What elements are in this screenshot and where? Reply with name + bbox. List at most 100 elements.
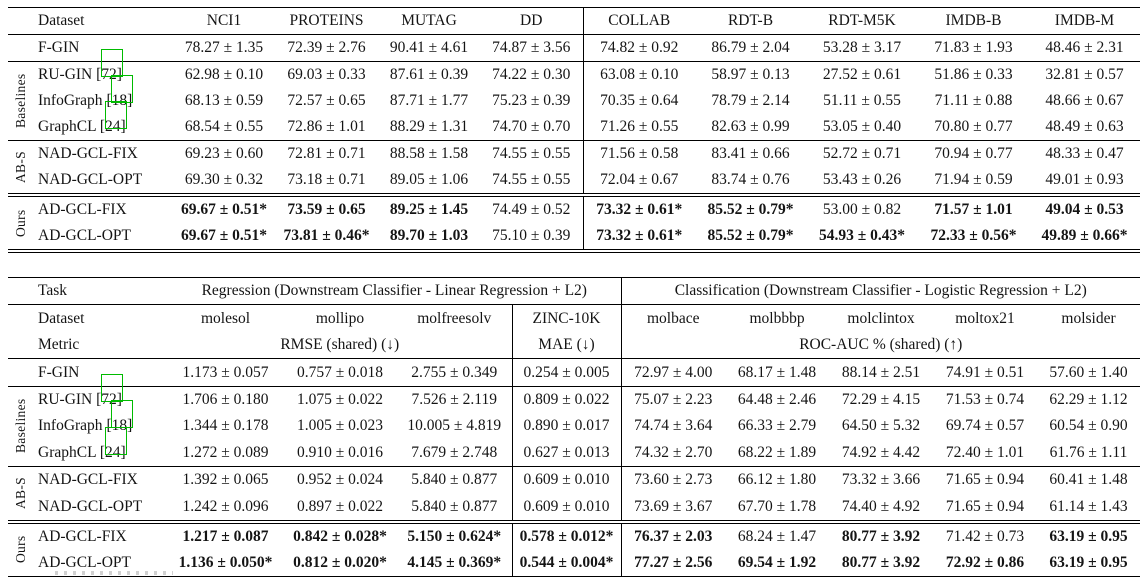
citation-link-box[interactable] <box>101 49 124 78</box>
metric-value-cell: 87.61 ± 0.39 <box>389 66 469 84</box>
row-label-cell: NAD-GCL-OPT <box>8 167 173 197</box>
metric-value-cell: 83.74 ± 0.76 <box>695 167 806 197</box>
metric-value-cell: 74.49 ± 0.52 <box>492 201 571 219</box>
metric-value-cell: 64.48 ± 2.46 <box>737 391 817 408</box>
metric-value-cell: 0.910 ± 0.016 <box>283 439 397 467</box>
metric-value-cell: 53.05 ± 0.40 <box>806 114 918 141</box>
citation-link-box[interactable] <box>111 75 134 104</box>
header-row: Dataset NCI1 PROTEINS MUTAG DD COLLAB RDT-B RDT… <box>8 7 1140 35</box>
row-label-cell: AD-GCL-OPT <box>8 223 173 253</box>
metric-value-cell: 85.52 ± 0.79* <box>707 201 794 219</box>
row-label-cell: F-GIN <box>8 34 173 62</box>
metric-value-cell: 73.81 ± 0.46* <box>275 223 378 253</box>
citation-link[interactable]: [24] <box>100 426 127 461</box>
task-label-cell: Task <box>8 277 168 306</box>
metric-value-cell: 88.58 ± 1.58 <box>389 145 469 163</box>
rocauc-metric-header: ROC-AUC % (shared) (↑) <box>620 331 1141 360</box>
group-label-ours: Ours <box>13 209 28 237</box>
cropped-caption-artifact <box>55 571 173 575</box>
metric-value-cell: 49.89 ± 0.66* <box>1029 223 1140 253</box>
metric-value-cell: 60.41 ± 1.48 <box>1049 471 1128 489</box>
citation-link-box[interactable] <box>104 426 127 455</box>
column-header: RDT-M5K <box>806 7 918 35</box>
metric-value-cell: 69.67 ± 0.51* <box>173 223 275 253</box>
metric-value-cell: 73.69 ± 3.67 <box>620 493 726 524</box>
tu-benchmark-table: Dataset NCI1 PROTEINS MUTAG DD COLLAB RDT-B RDT… <box>8 7 1140 253</box>
metric-value-cell: 68.17 ± 1.48 <box>725 358 830 387</box>
column-header: MUTAG <box>378 7 480 35</box>
column-header: molbace <box>620 304 726 332</box>
metric-value-cell: 53.28 ± 3.17 <box>806 34 918 62</box>
metric-value-cell: 52.72 ± 0.71 <box>822 145 902 163</box>
group-label-ab-s: AB-S <box>13 477 28 510</box>
table-row: F-GIN 1.173 ± 0.057 0.757 ± 0.018 2.755 ± 0… <box>8 358 1141 387</box>
citation-text: [18] <box>106 92 133 110</box>
group-label-ab-s: AB-S <box>13 151 28 184</box>
table-transfer-ogb-benchmarks: Task Regression (Downstream Classifier - … <box>8 277 1141 578</box>
metric-value-cell: 71.42 ± 0.73 <box>945 527 1025 545</box>
row-label: AD-GCL-OPT <box>38 554 131 572</box>
metric-value-cell: 71.65 ± 0.94 <box>945 471 1025 489</box>
metric-value-cell: 0.544 ± 0.004* <box>511 549 622 578</box>
metric-value-cell: 0.254 ± 0.005 <box>511 358 622 387</box>
metric-value-cell: 0.578 ± 0.012* <box>511 521 622 550</box>
row-label-cell: AD-GCL-OPT <box>8 549 168 578</box>
citation-text: [24] <box>99 118 126 136</box>
citation-link[interactable]: [24] <box>99 101 127 136</box>
metric-value-cell: 72.33 ± 0.56* <box>918 223 1029 253</box>
column-header: ZINC-10K <box>511 304 622 332</box>
metric-value-cell: 0.757 ± 0.018 <box>283 358 397 387</box>
metric-value-cell: 70.80 ± 0.77 <box>918 114 1029 141</box>
metric-value-cell: 62.29 ± 1.12 <box>1049 391 1128 408</box>
table-row: InfoGraph [18] 68.13 ± 0.59 72.57 ± 0.65 87… <box>8 75 1140 114</box>
citation-text: [72] <box>96 391 122 408</box>
column-header: IMDB-B <box>918 7 1029 35</box>
row-label-cell: GraphCL [24] <box>8 101 173 141</box>
row-label-cell: NAD-GCL-OPT <box>8 493 168 524</box>
metric-value-cell: 68.24 ± 1.47 <box>737 527 817 545</box>
metric-value-cell: 74.22 ± 0.30 <box>492 66 571 84</box>
metric-value-cell: 72.81 ± 0.71 <box>287 145 366 163</box>
citation-link[interactable]: [18] <box>106 400 134 434</box>
citation-link-box[interactable] <box>104 101 127 130</box>
citation-link[interactable]: [18] <box>106 75 134 110</box>
metric-value-cell: 5.840 ± 0.877 <box>411 471 498 489</box>
row-label: NAD-GCL-OPT <box>38 497 143 515</box>
metric-value-cell: 71.26 ± 0.55 <box>582 114 695 141</box>
citation-link-box[interactable] <box>101 374 124 402</box>
table-row: NAD-GCL-OPT 1.242 ± 0.096 0.897 ± 0.022 5.8… <box>8 493 1141 524</box>
metric-value-cell: 0.842 ± 0.028* <box>293 527 387 545</box>
metric-value-cell: 71.83 ± 1.93 <box>918 34 1029 62</box>
row-label-cell: NAD-GCL-FIX <box>8 466 168 493</box>
metric-value-cell: 74.40 ± 4.92 <box>829 493 934 524</box>
row-label: AD-GCL-FIX <box>38 527 127 545</box>
column-header: NCI1 <box>173 7 275 35</box>
metric-value-cell: 86.79 ± 2.04 <box>695 34 806 62</box>
row-label-cell: AD-GCL-FIX <box>8 195 173 223</box>
metric-value-cell: 48.33 ± 0.47 <box>1045 145 1124 163</box>
metric-value-cell: 88.14 ± 2.51 <box>829 358 934 387</box>
metric-value-cell: 74.55 ± 0.55 <box>480 167 583 197</box>
row-label-cell: InfoGraph [18] <box>8 400 168 439</box>
metric-value-cell: 69.67 ± 0.51* <box>180 201 267 219</box>
metric-value-cell: 63.08 ± 0.10 <box>582 61 695 88</box>
metric-value-cell: 69.30 ± 0.32 <box>173 167 275 197</box>
table-row: NAD-GCL-FIX 69.23 ± 0.60 72.81 ± 0.71 88.58… <box>8 140 1140 167</box>
metric-value-cell: 71.65 ± 0.94 <box>933 493 1038 524</box>
metric-value-cell: 0.609 ± 0.010 <box>511 493 622 524</box>
metric-value-cell: 69.74 ± 0.57 <box>945 417 1025 435</box>
metric-value-cell: 60.54 ± 0.90 <box>1049 417 1128 435</box>
metric-value-cell: 57.60 ± 1.40 <box>1037 358 1141 387</box>
citation-link-box[interactable] <box>111 400 134 429</box>
metric-value-cell: 73.32 ± 0.61* <box>582 223 695 253</box>
metric-value-cell: 0.609 ± 0.010 <box>511 466 622 494</box>
metric-value-cell: 1.242 ± 0.096 <box>168 493 283 524</box>
row-label-cell: RU-GIN [72] <box>8 49 173 89</box>
metric-value-cell: 74.74 ± 3.64 <box>620 412 726 440</box>
metric-value-cell: 63.19 ± 0.95 <box>1049 527 1128 545</box>
metric-value-cell: 1.075 ± 0.022 <box>296 391 383 408</box>
row-label: InfoGraph <box>38 92 103 110</box>
metric-value-cell: 85.52 ± 0.79* <box>695 223 806 253</box>
row-label: RU-GIN <box>38 391 93 408</box>
metric-value-cell: 1.706 ± 0.180 <box>182 391 269 408</box>
